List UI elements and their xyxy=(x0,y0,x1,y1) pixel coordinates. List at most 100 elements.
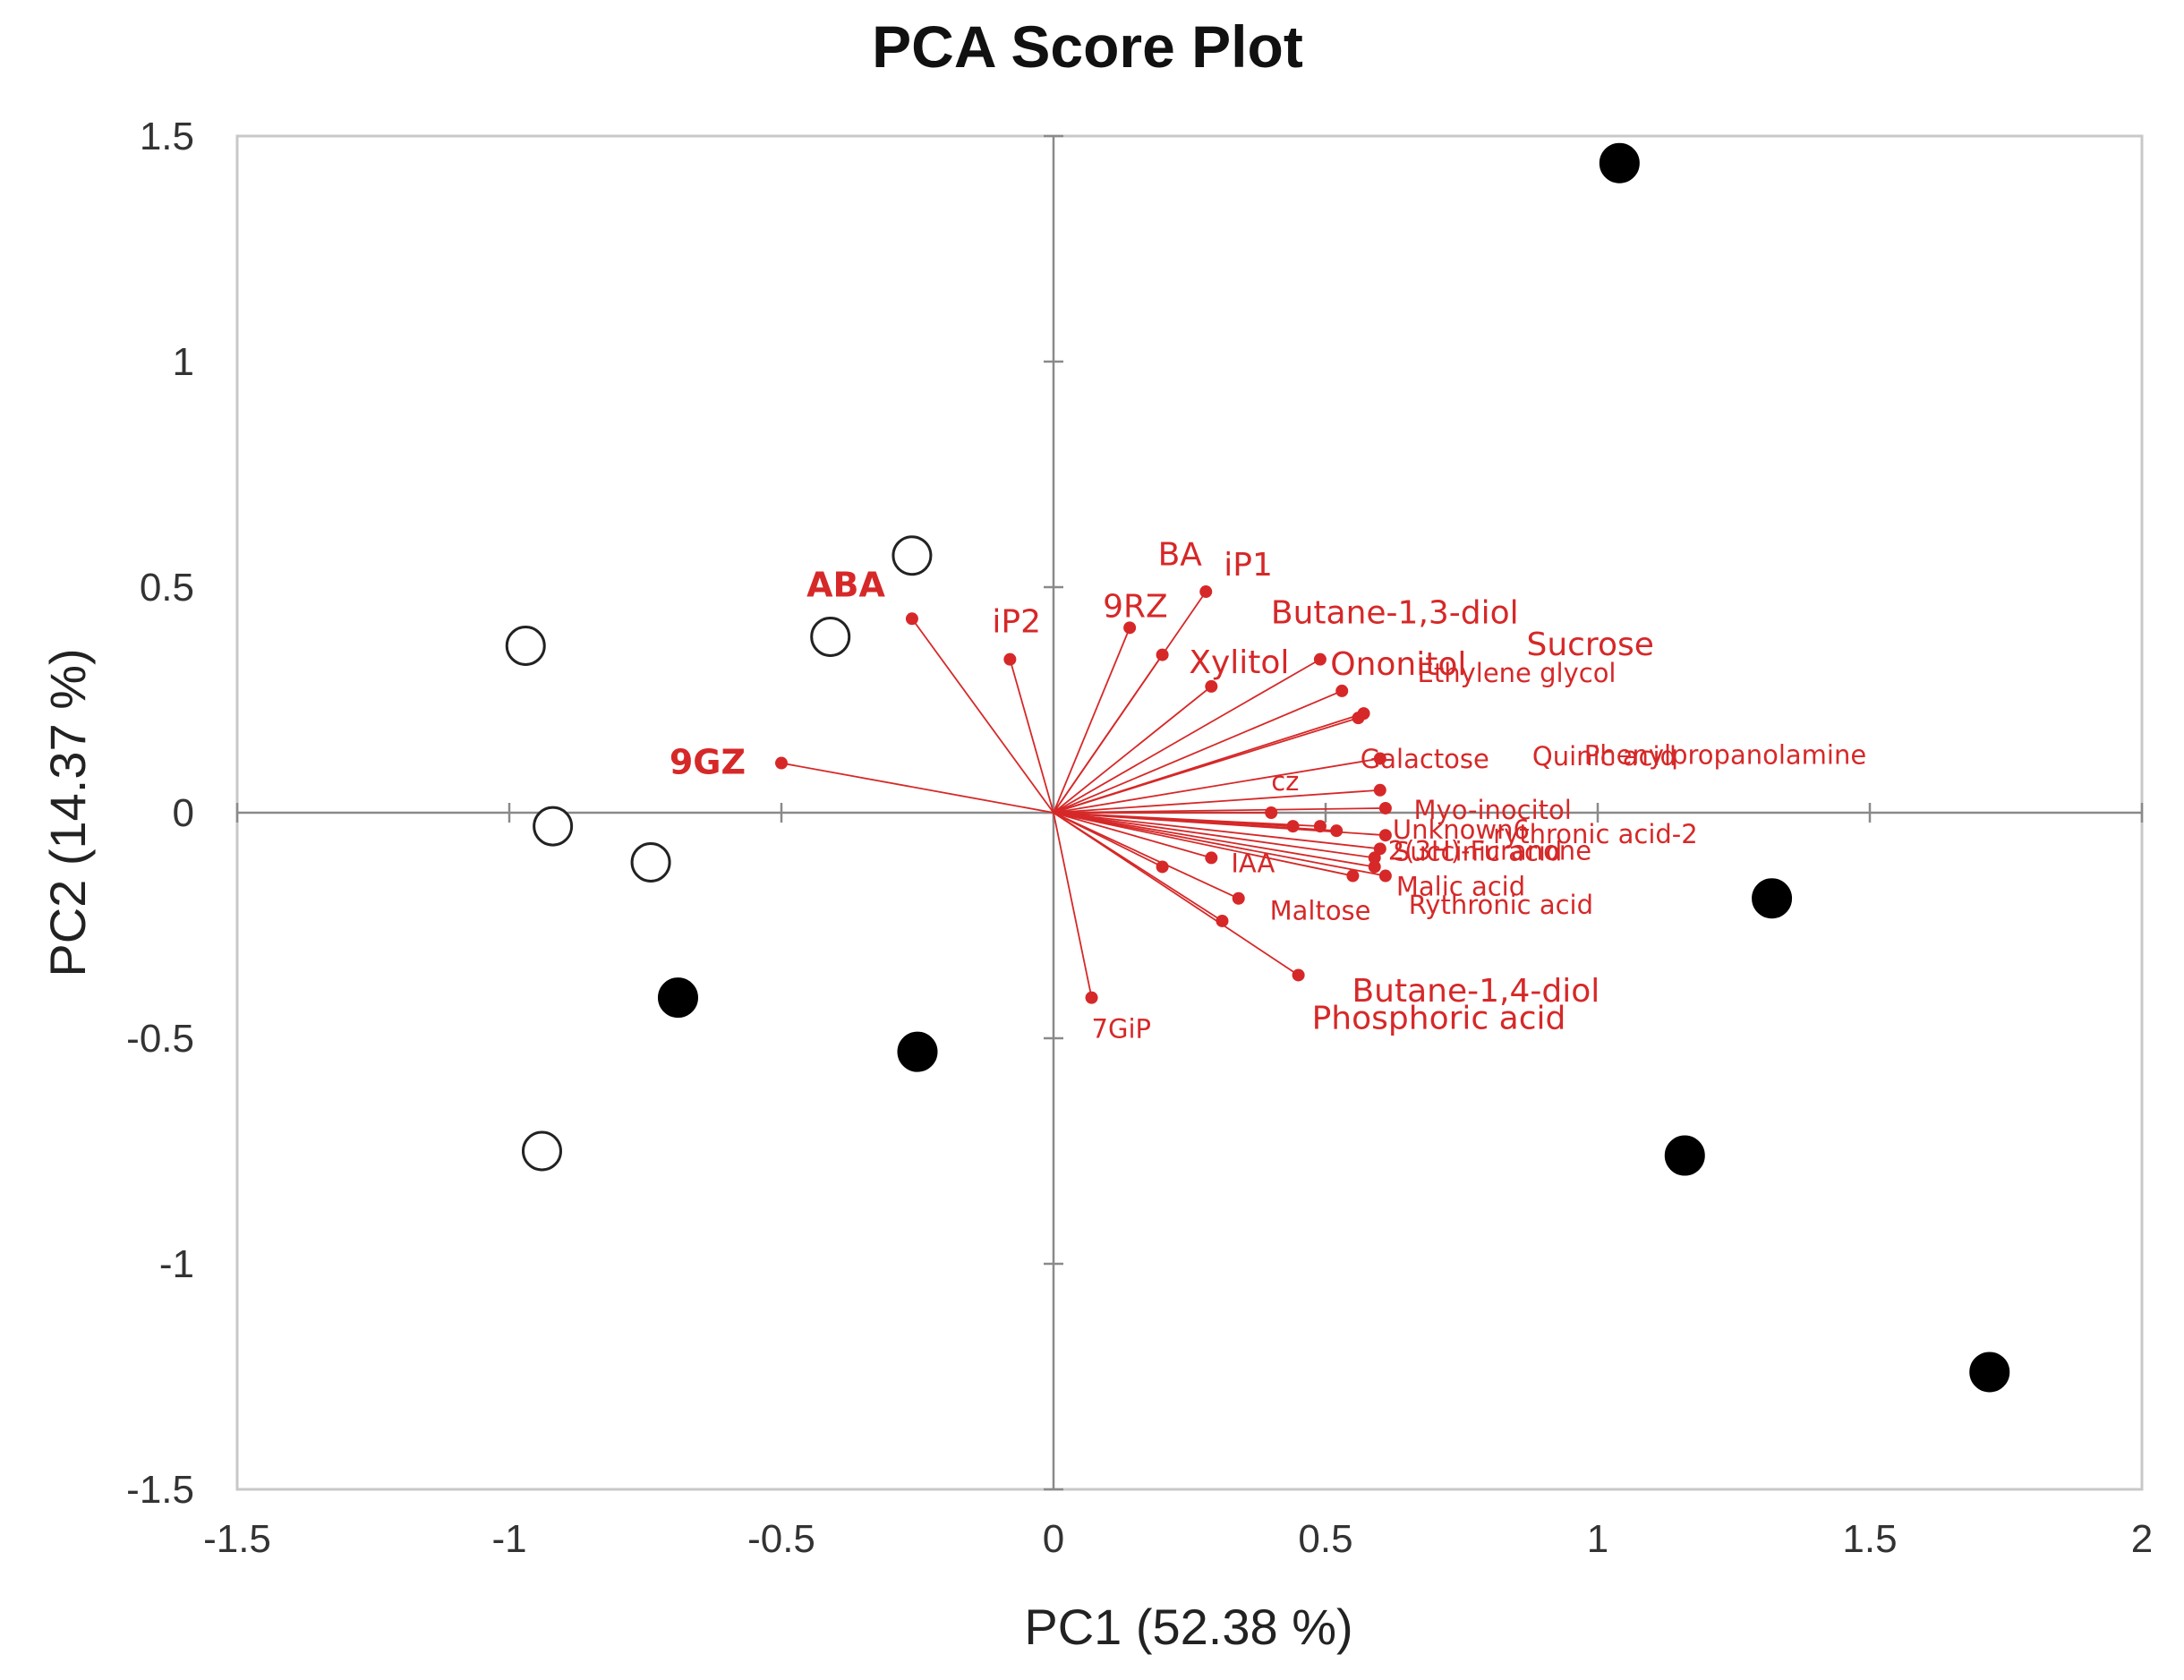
x-axis-label: PC1 (52.38 %) xyxy=(1024,1599,1352,1655)
loading-label: Maltose xyxy=(1270,895,1371,925)
loading-vectors xyxy=(775,585,1392,1004)
loading-point xyxy=(1313,652,1327,666)
loading-vector xyxy=(1009,659,1054,814)
loading-label: cz xyxy=(1271,766,1299,797)
loading-vector xyxy=(1053,712,1364,814)
open-sample-point xyxy=(892,535,933,576)
x-tick-label: 1 xyxy=(1587,1517,1608,1561)
loading-label: Malic acid xyxy=(1396,872,1525,902)
loading-point xyxy=(1373,783,1386,797)
loading-label: Ethylene glycol xyxy=(1418,658,1617,688)
y-tick-label: 1 xyxy=(173,340,194,384)
y-tick-label: 1.5 xyxy=(140,115,194,158)
loading-point xyxy=(1335,684,1349,697)
loading-point xyxy=(1286,820,1300,833)
loading-point xyxy=(1357,707,1370,721)
loading-vector xyxy=(1053,812,1380,850)
loading-label: Butane-1,3-diol xyxy=(1271,595,1519,632)
x-tick-label: 0 xyxy=(1043,1517,1064,1561)
loading-point xyxy=(1123,621,1137,635)
x-tick-label: 0.5 xyxy=(1298,1517,1352,1561)
loading-vector xyxy=(1053,690,1343,814)
loading-vector xyxy=(1053,789,1380,814)
loading-point xyxy=(1378,801,1392,814)
loading-point xyxy=(1330,824,1344,838)
loading-vector xyxy=(1053,658,1321,814)
loading-label: Myo-inocitol xyxy=(1414,795,1572,825)
loading-point xyxy=(1232,891,1245,905)
filled-sample-point xyxy=(1752,878,1793,919)
loading-vector xyxy=(1053,686,1212,814)
loading-vector xyxy=(911,618,1054,814)
loading-vector xyxy=(1053,812,1375,868)
loading-vector xyxy=(1053,812,1212,859)
axes-layer: -1.5 -1 -0.5 0 0.5 1 1.5 2 1.5 1 0.5 0 -0.5 -1 -1.5 xyxy=(126,115,2153,1561)
x-tick-label: -1.5 xyxy=(203,1517,271,1561)
loading-label: iP1 xyxy=(1224,547,1273,584)
loading-vector xyxy=(1053,812,1353,877)
loading-point xyxy=(1313,820,1327,833)
open-sample-point xyxy=(505,626,546,667)
loading-label: Succinic acid xyxy=(1394,836,1563,866)
y-tick-label: -1.5 xyxy=(126,1468,194,1512)
x-tick-label: -0.5 xyxy=(747,1517,815,1561)
loading-point xyxy=(1373,842,1386,856)
loading-vector xyxy=(1053,591,1207,814)
x-tick-label: 1.5 xyxy=(1842,1517,1897,1561)
loading-point xyxy=(1373,752,1386,765)
loading-point xyxy=(905,612,918,626)
filled-sample-point xyxy=(1969,1352,2010,1393)
chart-title: PCA Score Plot xyxy=(872,13,1303,80)
loading-label: Unknown6 xyxy=(1393,814,1530,845)
loading-label: rythronic acid-2 xyxy=(1493,819,1698,849)
loading-vector xyxy=(1053,812,1300,976)
loading-label: 9RZ xyxy=(1103,588,1168,625)
y-tick-label: -0.5 xyxy=(126,1017,194,1061)
loading-vector xyxy=(1053,812,1386,877)
y-tick-label: -1 xyxy=(159,1242,194,1286)
x-tick-label: 2 xyxy=(2131,1517,2153,1561)
loading-label: Xylitol xyxy=(1189,644,1289,681)
loading-point xyxy=(1378,869,1392,883)
loading-vector xyxy=(1053,812,1375,859)
loading-point xyxy=(1292,968,1305,982)
y-tick-label: 0 xyxy=(173,791,194,835)
loading-point xyxy=(1368,860,1381,874)
open-sample-point xyxy=(630,841,671,883)
loading-vector xyxy=(1053,757,1380,814)
filled-sample-point xyxy=(1599,142,1640,183)
y-axis-label: PC2 (14.37 %) xyxy=(39,648,96,976)
loading-point xyxy=(1003,652,1017,666)
loading-label: ABA xyxy=(806,565,885,604)
loading-labels: ABA 9GZ iP2 BA iP1 9RZ Butane-1,3-diol Xylitol O… xyxy=(670,537,1866,1045)
loading-label: Phosphoric acid xyxy=(1312,1000,1566,1036)
loading-point xyxy=(1199,585,1213,599)
loading-point xyxy=(1265,806,1278,819)
loading-label: Sucrose xyxy=(1526,627,1653,663)
loading-point xyxy=(1085,991,1098,1004)
loading-vector xyxy=(1053,812,1320,828)
loading-vector xyxy=(1053,812,1240,900)
filled-sample-point xyxy=(1664,1135,1705,1176)
loading-vector xyxy=(781,762,1054,814)
loading-point xyxy=(1205,851,1218,865)
loading-label: 2(3H)-Furanone xyxy=(1388,835,1591,866)
loading-point xyxy=(1216,914,1229,927)
loading-point xyxy=(775,756,788,770)
loading-label: Ononitol xyxy=(1330,646,1466,683)
loading-label: 9GZ xyxy=(670,743,746,782)
y-tick-label: 0.5 xyxy=(140,566,194,610)
loading-point xyxy=(1346,869,1360,883)
loading-label: BA xyxy=(1158,537,1203,574)
loading-label: Phenylpropanolamine xyxy=(1584,740,1866,771)
sample-points xyxy=(505,142,2010,1393)
open-sample-point xyxy=(810,616,851,657)
loading-label: Rythronic acid xyxy=(1409,890,1593,920)
loading-label: 7GiP xyxy=(1092,1014,1151,1045)
x-tick-label: -1 xyxy=(491,1517,526,1561)
loading-label: Quinic acid xyxy=(1532,741,1676,772)
open-sample-point xyxy=(533,806,574,847)
loading-label: Galactose xyxy=(1361,744,1489,774)
loading-point xyxy=(1205,679,1218,693)
